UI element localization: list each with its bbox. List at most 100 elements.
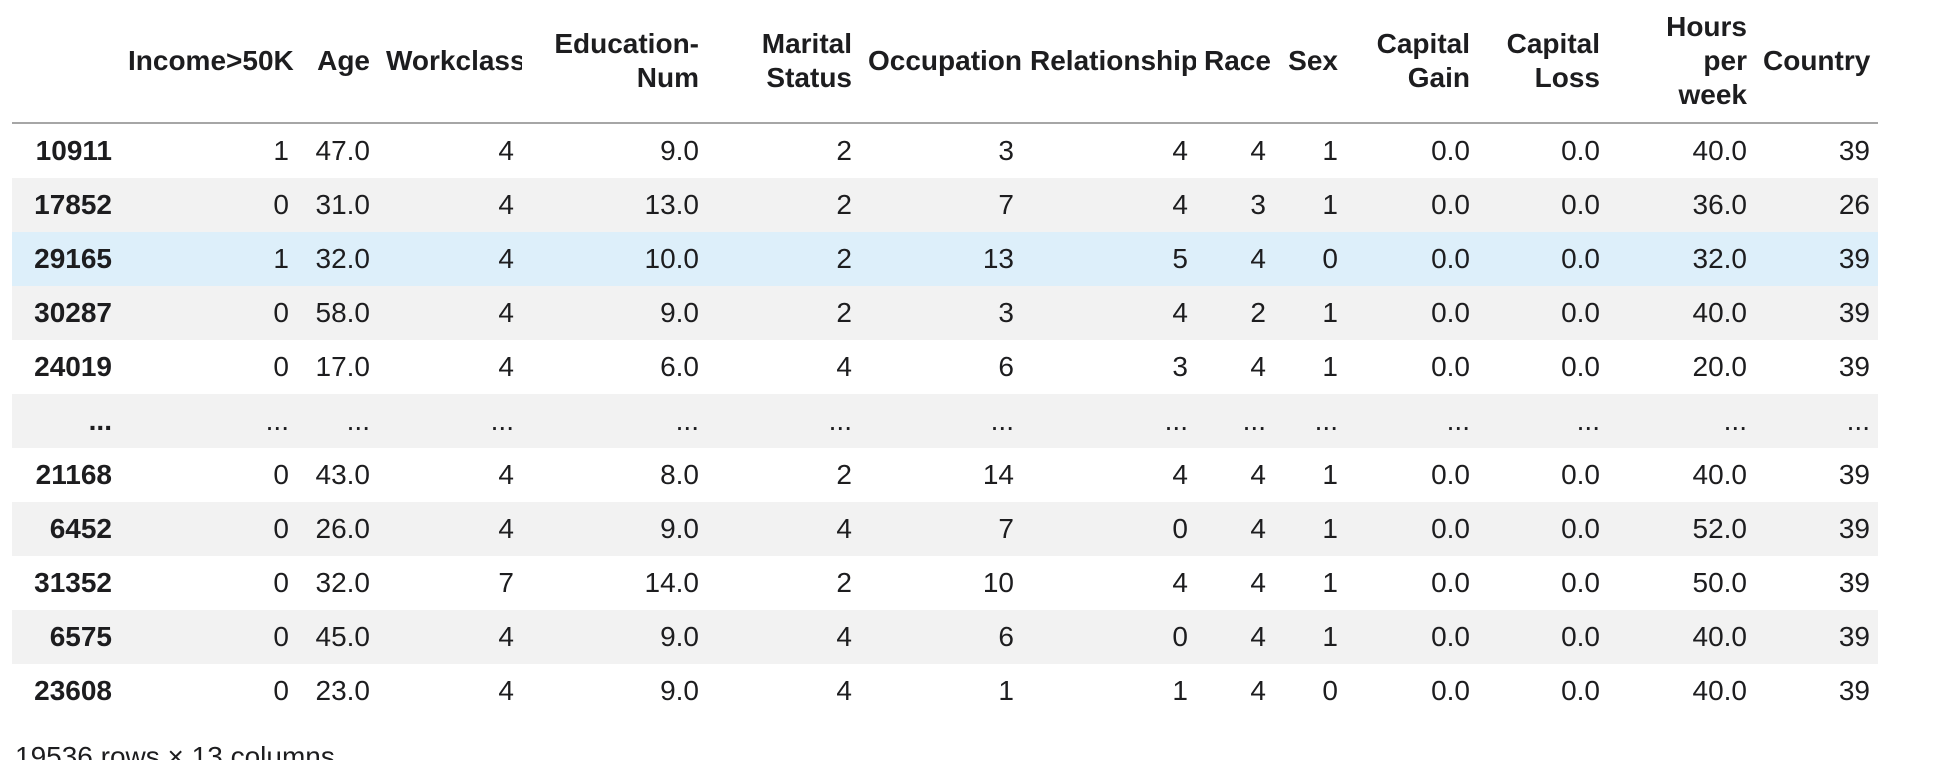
column-header: Workclass bbox=[378, 0, 522, 124]
data-cell: 13 bbox=[982, 243, 1014, 274]
column-header: Hours per week bbox=[1608, 0, 1755, 124]
table-row[interactable]: 17852 0 31.0 4 13.0 2 7 4 3 1 0.0 0.0 36.0 26 bbox=[12, 178, 1878, 232]
data-cell: 31.0 bbox=[315, 189, 371, 220]
data-cell: ... bbox=[1242, 405, 1266, 436]
data-cell: 0.0 bbox=[1561, 567, 1600, 598]
data-cell: 4 bbox=[498, 459, 514, 490]
column-header: Relationship bbox=[1022, 0, 1196, 124]
index-cell: 10911 bbox=[35, 135, 112, 166]
data-cell: 4 bbox=[498, 351, 514, 382]
table-row[interactable]: 31352 0 32.0 7 14.0 2 10 4 4 1 0.0 0.0 50.0 39 bbox=[12, 556, 1878, 610]
data-cell: 0 bbox=[273, 459, 289, 490]
column-header: Capital Gain bbox=[1346, 0, 1478, 124]
data-cell: 0.0 bbox=[1561, 459, 1600, 490]
table-row[interactable]: 6452 0 26.0 4 9.0 4 7 0 4 1 0.0 0.0 52.0 39 bbox=[12, 502, 1878, 556]
data-cell: 1 bbox=[1322, 459, 1338, 490]
data-cell: 1 bbox=[273, 243, 289, 274]
data-cell: 0 bbox=[273, 675, 289, 706]
table-row[interactable]: 29165 1 32.0 4 10.0 2 13 5 4 0 0.0 0.0 32.0 39 bbox=[12, 232, 1878, 286]
data-cell: 0.0 bbox=[1431, 621, 1470, 652]
data-cell: 14.0 bbox=[644, 567, 700, 598]
data-cell: 6 bbox=[998, 621, 1014, 652]
table-row[interactable]: 24019 0 17.0 4 6.0 4 6 3 4 1 0.0 0.0 20.0 39 bbox=[12, 340, 1878, 394]
index-cell: 21168 bbox=[35, 459, 112, 490]
ellipsis-row[interactable]: ........................................… bbox=[12, 394, 1878, 448]
data-cell: 39 bbox=[1838, 621, 1870, 652]
data-cell: 50.0 bbox=[1692, 567, 1748, 598]
data-cell: 32.0 bbox=[1692, 243, 1748, 274]
data-cell: 39 bbox=[1838, 513, 1870, 544]
data-cell: 1 bbox=[1322, 351, 1338, 382]
data-cell: 0.0 bbox=[1431, 567, 1470, 598]
column-header: Sex bbox=[1274, 0, 1346, 124]
data-cell: 0.0 bbox=[1431, 243, 1470, 274]
data-cell: 9.0 bbox=[660, 675, 699, 706]
data-cell: 4 bbox=[1250, 243, 1266, 274]
data-cell: 13.0 bbox=[644, 189, 700, 220]
data-cell: 8.0 bbox=[660, 459, 699, 490]
table-row[interactable]: 23608 0 23.0 4 9.0 4 1 1 4 0 0.0 0.0 40.0 39 bbox=[12, 664, 1878, 718]
table-row[interactable]: 6575 0 45.0 4 9.0 4 6 0 4 1 0.0 0.0 40.0 39 bbox=[12, 610, 1878, 664]
data-cell: 32.0 bbox=[315, 243, 371, 274]
data-cell: 10.0 bbox=[644, 243, 700, 274]
data-cell: 7 bbox=[998, 189, 1014, 220]
data-cell: 0.0 bbox=[1561, 351, 1600, 382]
data-cell: 0.0 bbox=[1431, 513, 1470, 544]
data-cell: 3 bbox=[998, 135, 1014, 166]
data-cell: 0.0 bbox=[1431, 135, 1470, 166]
data-cell: 9.0 bbox=[660, 513, 699, 544]
data-cell: 0 bbox=[273, 513, 289, 544]
table-row[interactable]: 21168 0 43.0 4 8.0 2 14 4 4 1 0.0 0.0 40.0 39 bbox=[12, 448, 1878, 502]
data-cell: 17.0 bbox=[315, 351, 371, 382]
data-cell: 1 bbox=[1322, 513, 1338, 544]
data-cell: 4 bbox=[1250, 675, 1266, 706]
data-cell: ... bbox=[1723, 405, 1747, 436]
data-cell: 0 bbox=[1172, 621, 1188, 652]
data-cell: 4 bbox=[1250, 351, 1266, 382]
data-cell: 4 bbox=[836, 351, 852, 382]
data-cell: 0 bbox=[1322, 243, 1338, 274]
column-header: Race bbox=[1196, 0, 1274, 124]
table-row[interactable]: 10911 1 47.0 4 9.0 2 3 4 4 1 0.0 0.0 40.0 39 bbox=[12, 123, 1878, 178]
data-cell: 20.0 bbox=[1692, 351, 1748, 382]
data-cell: 7 bbox=[998, 513, 1014, 544]
data-cell: 4 bbox=[836, 513, 852, 544]
table-row[interactable]: 30287 0 58.0 4 9.0 2 3 4 2 1 0.0 0.0 40.0 39 bbox=[12, 286, 1878, 340]
data-cell: 3 bbox=[998, 297, 1014, 328]
data-cell: 2 bbox=[836, 189, 852, 220]
data-cell: ... bbox=[346, 405, 370, 436]
data-cell: ... bbox=[265, 405, 289, 436]
index-cell: 24019 bbox=[34, 351, 112, 382]
data-cell: 39 bbox=[1838, 459, 1870, 490]
dataframe-shape-summary: 19536 rows × 13 columns bbox=[15, 741, 335, 760]
data-cell: 36.0 bbox=[1692, 189, 1748, 220]
data-cell: ... bbox=[490, 405, 514, 436]
data-cell: 6.0 bbox=[660, 351, 699, 382]
data-cell: 0.0 bbox=[1561, 621, 1600, 652]
data-cell: 58.0 bbox=[315, 297, 371, 328]
data-cell: 4 bbox=[836, 621, 852, 652]
data-cell: 0 bbox=[273, 189, 289, 220]
data-cell: 5 bbox=[1172, 243, 1188, 274]
data-cell: 4 bbox=[498, 513, 514, 544]
data-cell: 9.0 bbox=[660, 135, 699, 166]
data-cell: 2 bbox=[836, 135, 852, 166]
column-header: Country bbox=[1755, 0, 1878, 124]
data-cell: 0.0 bbox=[1561, 189, 1600, 220]
data-cell: 10 bbox=[982, 567, 1014, 598]
data-cell: 0 bbox=[273, 567, 289, 598]
data-cell: 4 bbox=[836, 675, 852, 706]
data-cell: 4 bbox=[498, 621, 514, 652]
data-cell: 0.0 bbox=[1561, 297, 1600, 328]
data-cell: 3 bbox=[1172, 351, 1188, 382]
data-cell: ... bbox=[828, 405, 852, 436]
data-cell: 0.0 bbox=[1431, 459, 1470, 490]
data-cell: 0 bbox=[1172, 513, 1188, 544]
data-cell: 9.0 bbox=[660, 297, 699, 328]
data-cell: 40.0 bbox=[1692, 621, 1748, 652]
index-cell: 31352 bbox=[34, 567, 112, 598]
data-cell: 39 bbox=[1838, 675, 1870, 706]
data-cell: 39 bbox=[1838, 297, 1870, 328]
data-cell: 1 bbox=[998, 675, 1014, 706]
data-cell: 47.0 bbox=[315, 135, 371, 166]
